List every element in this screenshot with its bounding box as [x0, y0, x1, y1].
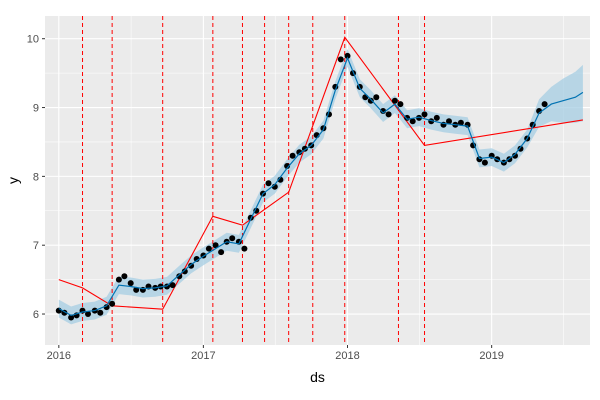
observed-point — [409, 118, 416, 125]
observed-point — [481, 159, 488, 166]
y-tick-label: 10 — [27, 34, 39, 46]
observed-point — [218, 249, 225, 256]
x-tick-label: 2019 — [479, 350, 503, 362]
observed-point — [121, 273, 128, 280]
observed-point — [103, 304, 110, 311]
observed-point — [433, 114, 440, 121]
observed-point — [265, 180, 272, 187]
observed-point — [373, 94, 380, 101]
observed-point — [133, 286, 140, 293]
observed-point — [85, 311, 91, 317]
observed-point — [397, 101, 404, 108]
plot-panel — [45, 16, 590, 345]
forecast-line — [58, 56, 584, 317]
x-axis-title: ds — [310, 369, 325, 385]
x-axis-ticks: 2016 2017 2018 2019 — [47, 345, 504, 362]
observed-point — [181, 268, 188, 275]
observed-point — [115, 276, 122, 283]
observed-point — [188, 262, 195, 269]
observed-point — [229, 235, 236, 242]
observed-point — [416, 114, 422, 121]
observed-point — [176, 273, 183, 280]
trend-line — [58, 36, 583, 310]
observed-point — [284, 163, 291, 169]
observed-point — [241, 245, 248, 252]
observed-point — [457, 119, 464, 126]
x-tick-label: 2017 — [191, 350, 215, 362]
observed-point — [446, 118, 452, 125]
observed-point — [391, 97, 398, 104]
uncertainty-band — [58, 49, 583, 325]
observed-point — [97, 309, 104, 316]
y-tick-label: 8 — [33, 171, 39, 183]
observed-point — [476, 156, 483, 163]
observed-point — [212, 242, 219, 249]
y-tick-label: 6 — [33, 309, 39, 321]
changepoint-lines — [82, 16, 426, 345]
observed-point — [68, 314, 75, 321]
observed-point — [127, 280, 134, 287]
observed-point — [109, 300, 116, 307]
observed-point — [344, 52, 351, 59]
x-tick-label: 2018 — [335, 350, 359, 362]
grid-major — [45, 16, 590, 345]
y-axis-ticks: 6 7 8 9 10 — [27, 34, 45, 321]
y-tick-label: 7 — [33, 240, 39, 252]
observed-point — [541, 101, 548, 108]
observed-point — [193, 256, 200, 262]
observed-point — [367, 97, 374, 104]
observed-point — [169, 282, 176, 289]
observed-point — [205, 245, 212, 252]
y-axis-title: y — [5, 177, 21, 184]
observed-point — [517, 145, 524, 152]
observed-point — [512, 152, 518, 159]
observed-point — [289, 152, 296, 159]
observed-point — [337, 56, 344, 63]
observed-point — [385, 111, 392, 118]
observed-point — [296, 149, 303, 156]
x-tick-label: 2016 — [47, 350, 71, 362]
observed-point — [421, 111, 428, 118]
y-tick-label: 9 — [33, 103, 39, 115]
